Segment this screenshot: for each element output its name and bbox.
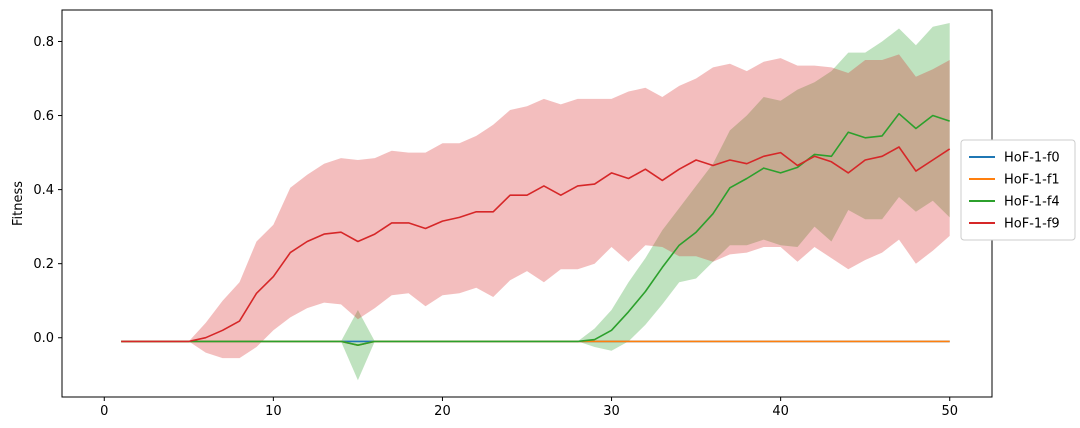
x-tick-label: 40 bbox=[772, 404, 789, 419]
legend: HoF-1-f0 HoF-1-f1 HoF-1-f4 HoF-1-f9 bbox=[960, 139, 1076, 241]
x-tick-label: 50 bbox=[941, 404, 958, 419]
band-HoF-1-f9 bbox=[121, 54, 950, 359]
y-axis-label: Fitness bbox=[11, 181, 26, 226]
y-tick-label: 0.0 bbox=[33, 331, 54, 346]
legend-label: HoF-1-f0 bbox=[1004, 151, 1060, 166]
legend-box bbox=[960, 139, 1076, 241]
x-tick-label: 20 bbox=[434, 404, 451, 419]
y-tick-label: 0.2 bbox=[33, 257, 54, 272]
legend-label: HoF-1-f9 bbox=[1004, 217, 1060, 232]
x-tick-label: 30 bbox=[603, 404, 620, 419]
y-tick-label: 0.6 bbox=[33, 109, 54, 124]
series-line-HoF-1-f9 bbox=[121, 146, 951, 343]
x-axis: 0 10 20 30 40 50 bbox=[100, 397, 958, 419]
legend-label: HoF-1-f1 bbox=[1004, 173, 1060, 188]
legend-label: HoF-1-f4 bbox=[1004, 195, 1060, 210]
x-tick-label: 10 bbox=[265, 404, 282, 419]
series-lines bbox=[121, 112, 951, 347]
y-tick-label: 0.4 bbox=[33, 183, 54, 198]
y-tick-label: 0.8 bbox=[33, 35, 54, 50]
y-axis: 0.0 0.2 0.4 0.6 0.8 bbox=[33, 35, 62, 346]
confidence-bands bbox=[121, 23, 950, 381]
series-line-HoF-1-f4 bbox=[121, 112, 950, 347]
x-tick-label: 0 bbox=[100, 404, 108, 419]
band-HoF-1-f4 bbox=[121, 23, 950, 381]
